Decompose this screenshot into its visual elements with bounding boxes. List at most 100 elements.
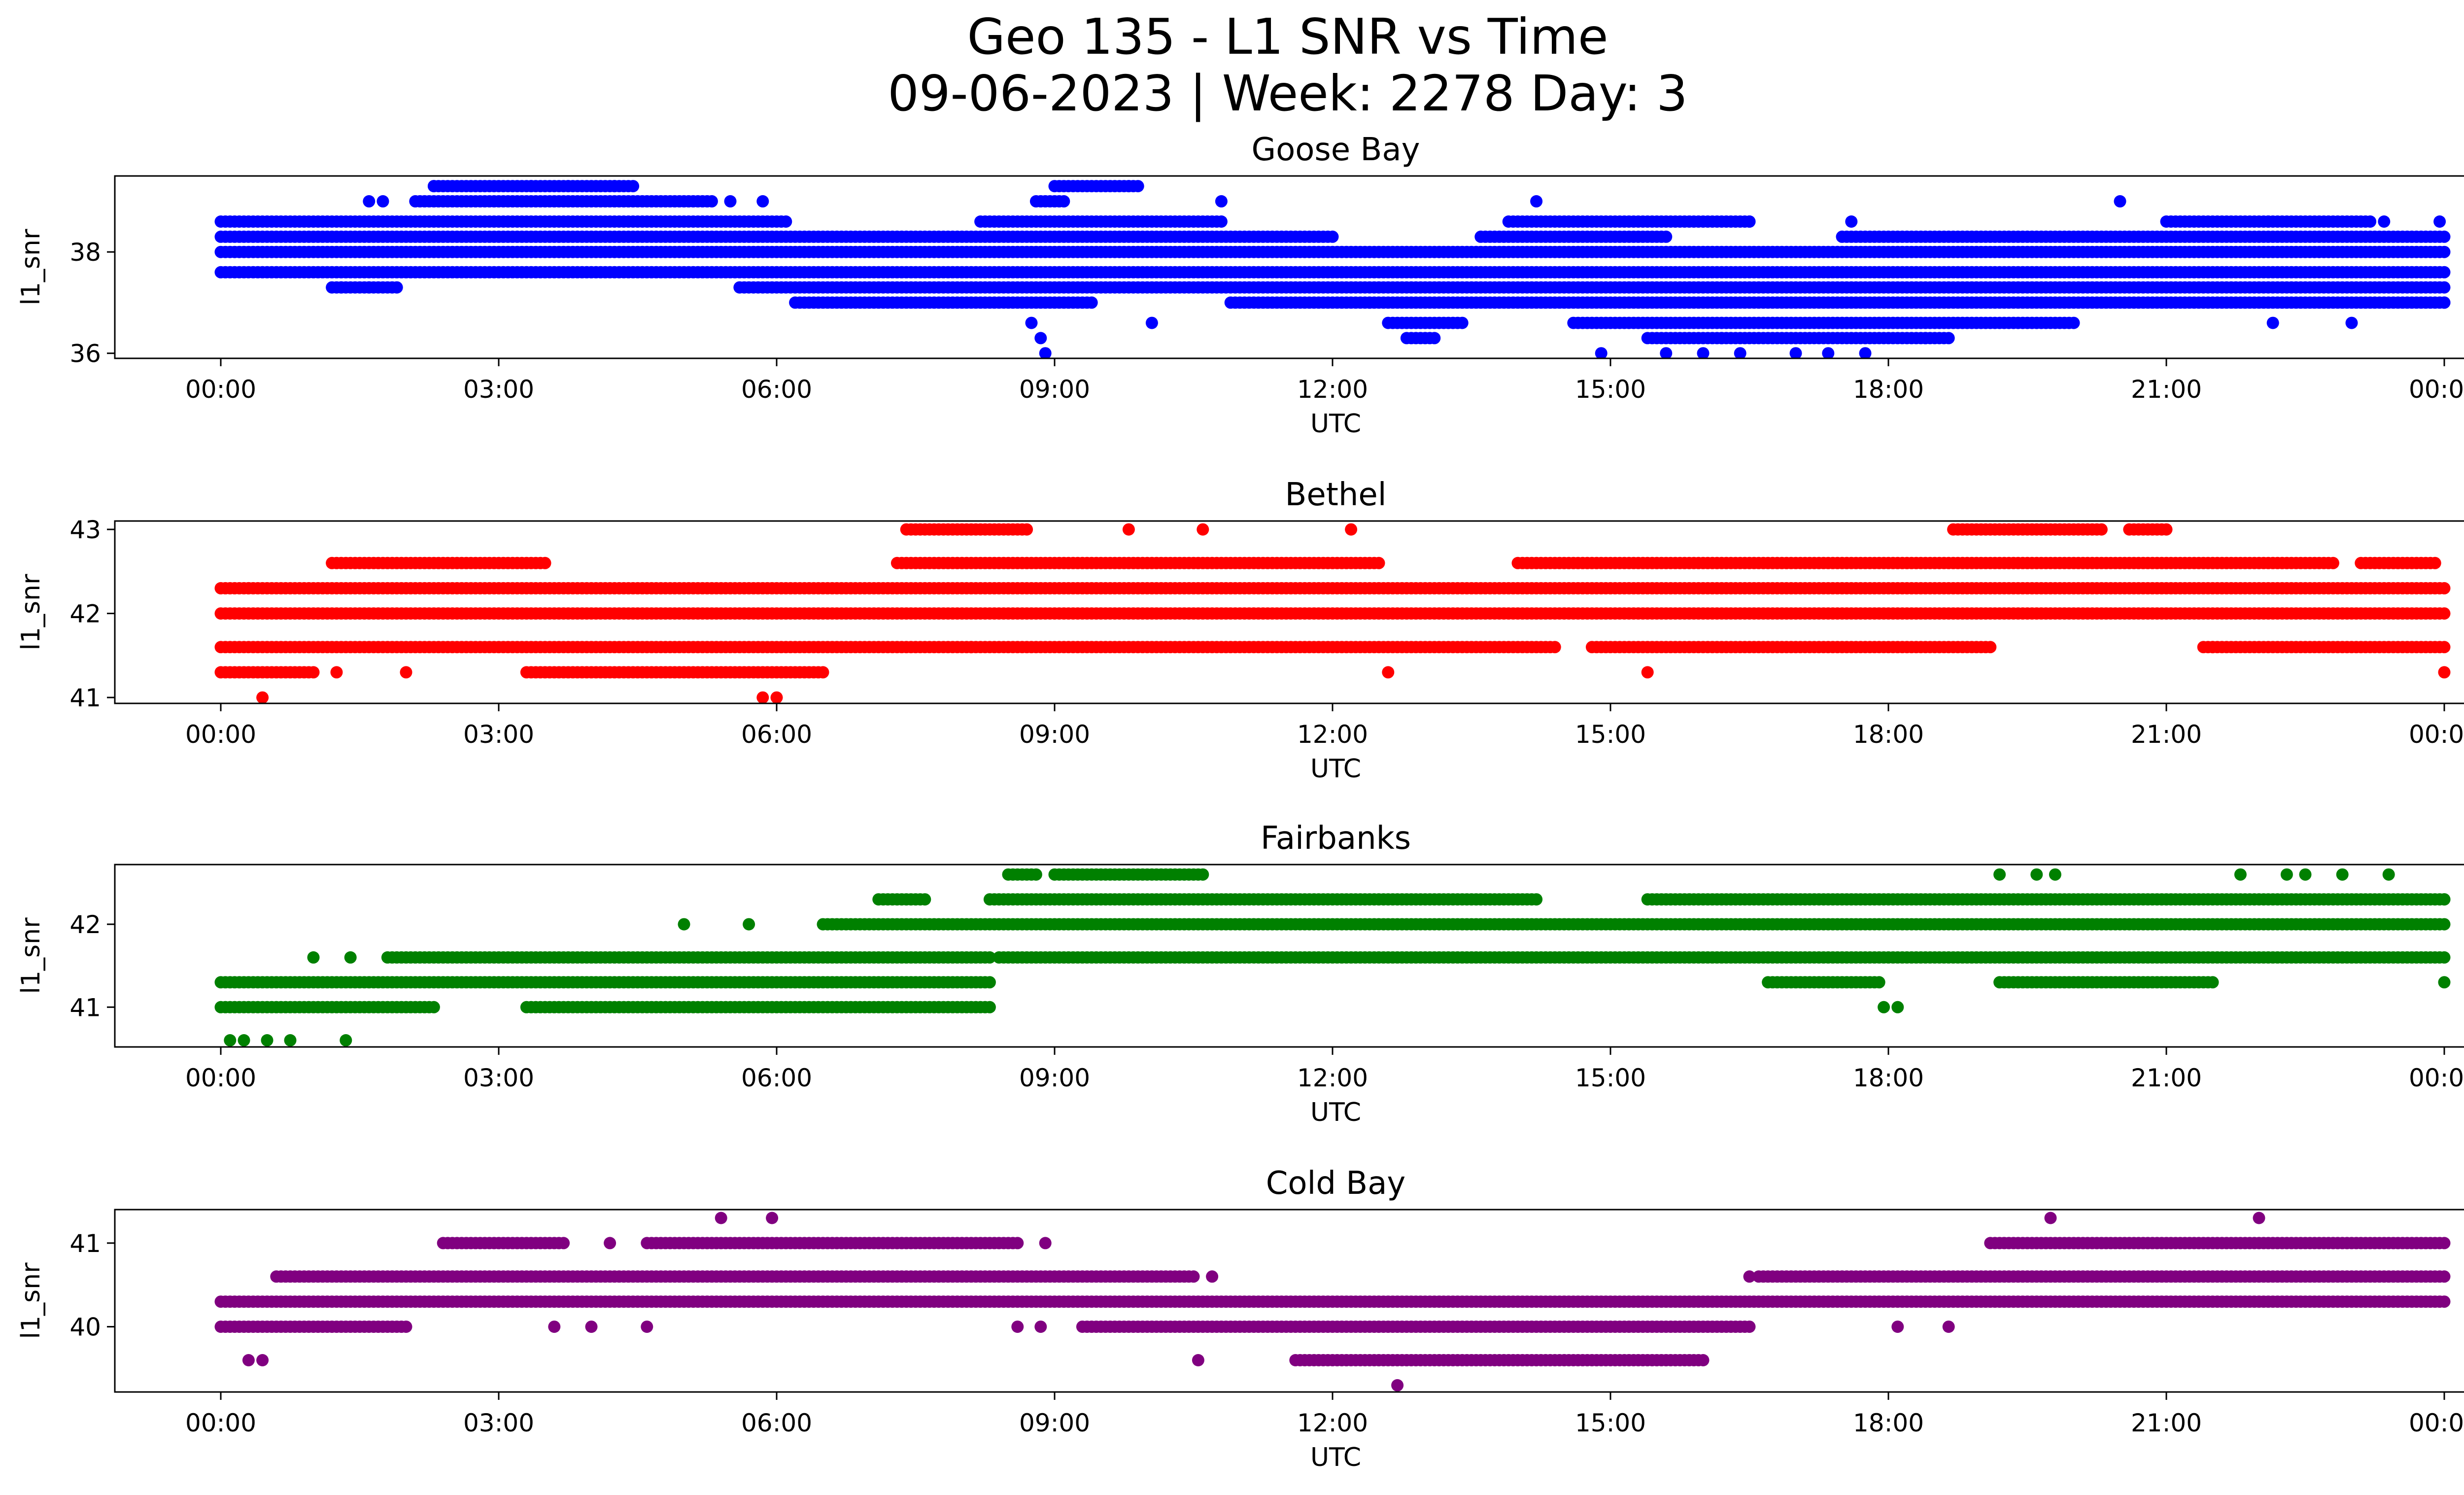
data-point [2438,641,2451,654]
figure-title-line2: 09-06-2023 | Week: 2278 Day: 3 [888,65,1688,122]
data-point [1595,347,1608,358]
x-axis-label: UTC [1310,754,1361,784]
data-point [2433,215,2446,228]
data-point [705,195,718,208]
data-point [2114,195,2126,208]
data-point [1122,180,1135,193]
data-point [1122,523,1135,536]
data-point [608,180,621,193]
data-point [335,281,347,294]
data-point [817,666,829,679]
data-point [2067,316,2080,329]
panel-title: Bethel [1285,477,1386,513]
x-tick-label: 03:00 [463,375,534,404]
x-tick-label: 03:00 [463,720,534,749]
y-tick-label: 43 [69,516,101,544]
data-point [1743,215,1756,228]
data-point [1145,316,1158,329]
data-point [627,180,640,193]
panel-title: Goose Bay [1252,132,1420,168]
data-point [2438,245,2451,258]
data-point [770,691,783,703]
data-point [1382,666,1395,679]
x-tick-label: 21:00 [2131,720,2202,749]
data-point [525,180,538,193]
data-point [363,281,376,294]
data-point [1697,347,1710,358]
y-axis-label: l1_snr [16,574,46,651]
x-tick-label: 15:00 [1575,375,1646,404]
data-point [780,215,792,228]
data-point [1215,215,1228,228]
data-point [1530,195,1543,208]
data-point [256,691,269,703]
data-point [2438,582,2451,594]
data-point [2364,215,2377,228]
data-point [2438,230,2451,243]
data-point [1215,195,1228,208]
data-point [1025,316,1038,329]
y-axis-label: l1_snr [16,229,46,306]
data-point [983,976,996,989]
data-point [2438,266,2451,278]
data-point [307,666,320,679]
data-point [242,582,255,594]
data-point [427,180,440,193]
data-point [2206,641,2219,654]
data-point [1058,195,1070,208]
data-point [1873,976,1885,989]
x-tick-label: 00:00 [185,720,256,749]
data-point [1919,332,1932,345]
data-point [724,195,737,208]
data-point [1845,215,1858,228]
data-point [1039,347,1052,358]
figure-title-line1: Geo 135 - L1 SNR vs Time [967,8,1608,66]
data-point [1085,296,1098,309]
x-tick-label: 00:00 [2409,720,2464,749]
axes-frame [114,520,2464,704]
scatter-points-0 [214,180,2451,358]
data-point [1660,347,1673,358]
data-point [1942,332,1955,345]
data-point [1021,523,1033,536]
data-point [2206,976,2219,989]
scatter-points-2 [214,868,2451,1046]
data-point [1372,556,1385,569]
data-point [363,195,376,208]
x-tick-label: 00:00 [185,375,256,404]
data-point [2438,607,2451,620]
data-point [1859,347,1872,358]
data-point [1456,316,1469,329]
data-point [2095,523,2108,536]
data-point [330,666,343,679]
y-tick-label: 36 [69,340,101,368]
data-point [2438,296,2451,309]
data-point [2438,281,2451,294]
x-tick-label: 15:00 [1575,720,1646,749]
data-point [1715,332,1728,345]
data-point [1428,332,1441,345]
x-tick-label: 09:00 [1019,375,1090,404]
data-point [1034,332,1047,345]
data-point [2327,556,2339,569]
data-point [1789,347,1802,358]
data-point [1548,641,1561,654]
data-point [1131,180,1144,193]
data-point [1660,230,1673,243]
y-tick-label: 38 [69,238,101,267]
data-point [1326,230,1339,243]
data-point [562,180,575,193]
data-point [1197,523,1209,536]
data-point [2438,666,2451,679]
data-point [2345,316,2358,329]
data-point [1641,666,1654,679]
data-point [2429,556,2441,569]
data-point [1734,347,1746,358]
data-point [376,195,389,208]
data-point [2160,523,2173,536]
